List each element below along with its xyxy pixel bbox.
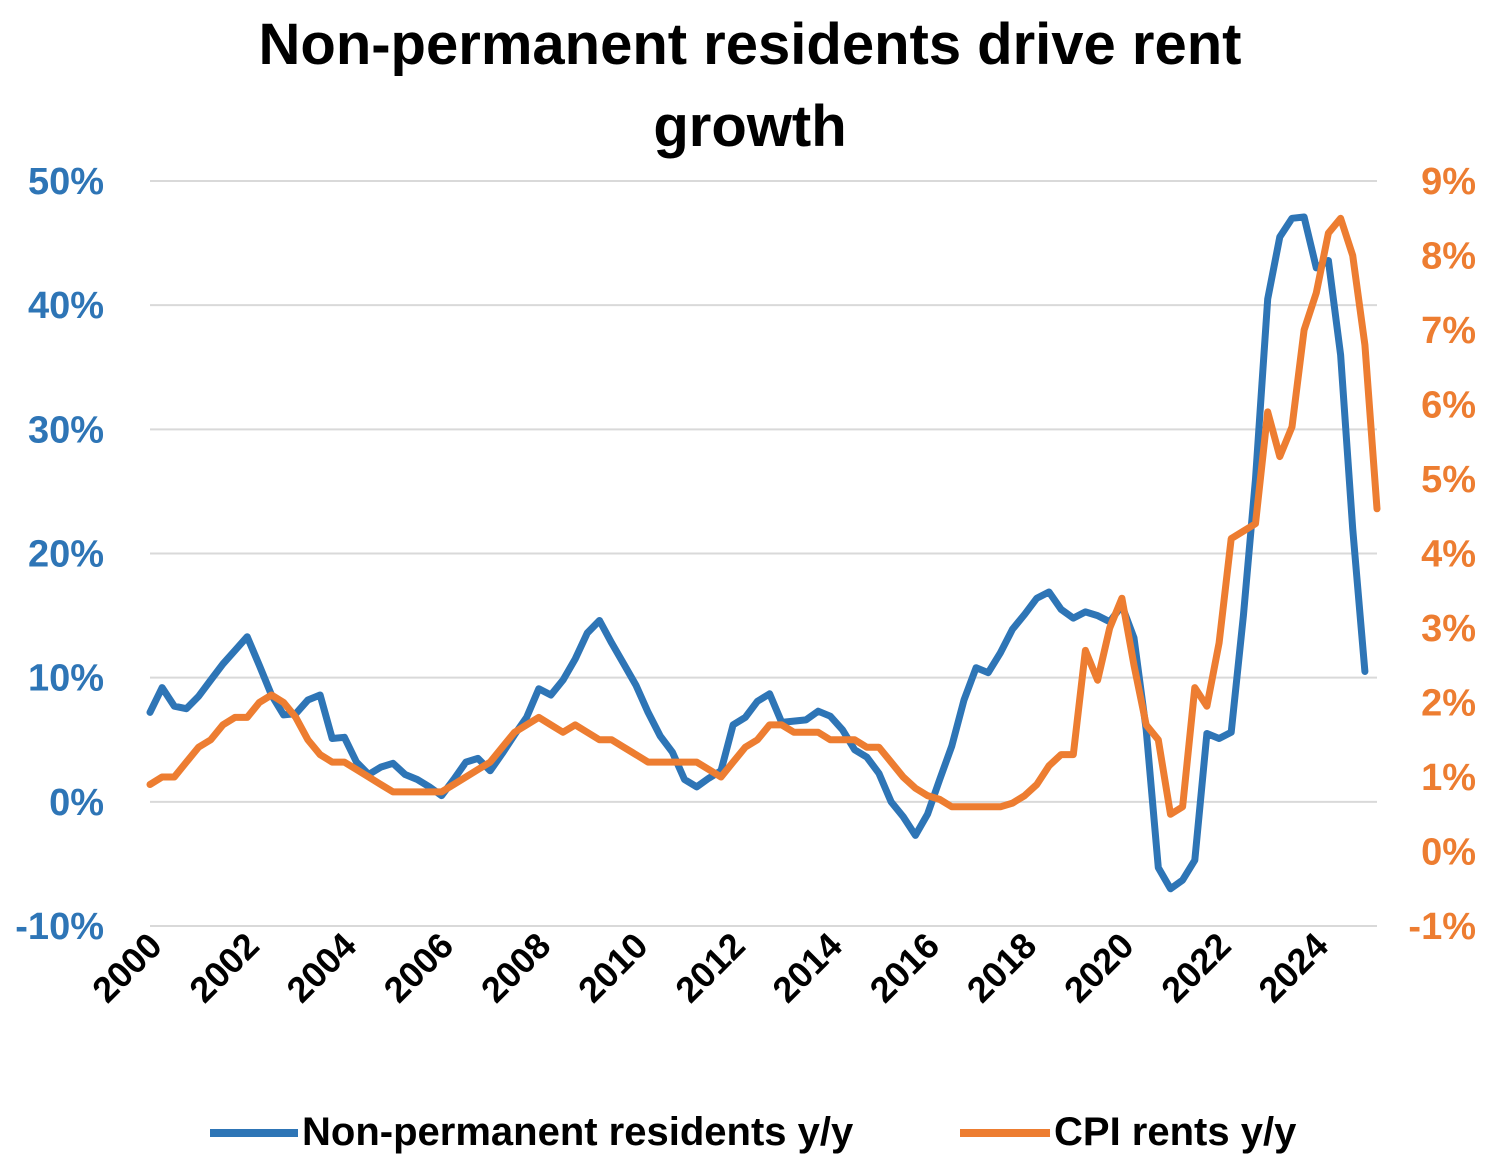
x-tick-label: 2024 — [1250, 925, 1336, 1011]
right-tick-label: 1% — [1421, 757, 1476, 799]
legend-label-nonpermanent-residents: Non-permanent residents y/y — [302, 1110, 854, 1154]
x-tick-label: 2004 — [278, 925, 364, 1011]
right-tick-label: 0% — [1421, 832, 1476, 874]
right-tick-label: 2% — [1421, 683, 1476, 725]
right-tick-label: 7% — [1421, 310, 1476, 352]
x-tick-label: 2020 — [1056, 925, 1142, 1011]
legend: Non-permanent residents y/y CPI rents y/… — [210, 1110, 1297, 1154]
legend-label-cpi-rents: CPI rents y/y — [1054, 1110, 1297, 1154]
legend-item-nonpermanent-residents[interactable]: Non-permanent residents y/y — [210, 1110, 854, 1154]
chart-title: Non-permanent residents drive rent growt… — [259, 12, 1242, 159]
left-tick-label: -10% — [15, 906, 104, 948]
x-tick-label: 2016 — [862, 925, 948, 1011]
x-tick-label: 2002 — [181, 925, 267, 1011]
x-tick-label: 2008 — [473, 925, 559, 1011]
right-tick-label: 6% — [1421, 385, 1476, 427]
x-tick-label: 2010 — [570, 925, 656, 1011]
x-tick-label: 2018 — [959, 925, 1045, 1011]
right-tick-label: 4% — [1421, 534, 1476, 576]
left-tick-label: 10% — [28, 658, 104, 700]
left-axis-ticks: -10% 0% 10% 20% 30% 40% 50% — [15, 161, 104, 948]
legend-item-cpi-rents[interactable]: CPI rents y/y — [960, 1110, 1297, 1154]
chart-title-line-2: growth — [653, 94, 846, 159]
left-tick-label: 30% — [28, 409, 104, 451]
x-tick-label: 2014 — [764, 925, 850, 1011]
left-tick-label: 0% — [49, 782, 104, 824]
left-tick-label: 40% — [28, 285, 104, 327]
series-line-cpi-rents — [146, 214, 1381, 818]
left-tick-label: 50% — [28, 161, 104, 203]
series-line-nonpermanent-residents — [146, 213, 1369, 893]
x-tick-label: 2006 — [376, 925, 462, 1011]
right-axis-ticks: -1% 0% 1% 2% 3% 4% 5% 6% 7% 8% 9% — [1408, 161, 1476, 948]
series-lines — [146, 213, 1381, 893]
x-axis-ticks: 2000 2002 2004 2006 2008 2010 2012 2014 2016 2018… — [84, 925, 1336, 1011]
right-tick-label: 5% — [1421, 459, 1476, 501]
gridlines — [150, 180, 1377, 927]
chart-title-line-1: Non-permanent residents drive rent — [259, 12, 1242, 77]
x-tick-label: 2012 — [667, 925, 753, 1011]
right-tick-label: 8% — [1421, 236, 1476, 278]
x-tick-label: 2022 — [1153, 925, 1239, 1011]
left-tick-label: 20% — [28, 534, 104, 576]
right-tick-label: 9% — [1421, 161, 1476, 203]
right-tick-label: -1% — [1408, 906, 1476, 948]
right-tick-label: 3% — [1421, 608, 1476, 650]
